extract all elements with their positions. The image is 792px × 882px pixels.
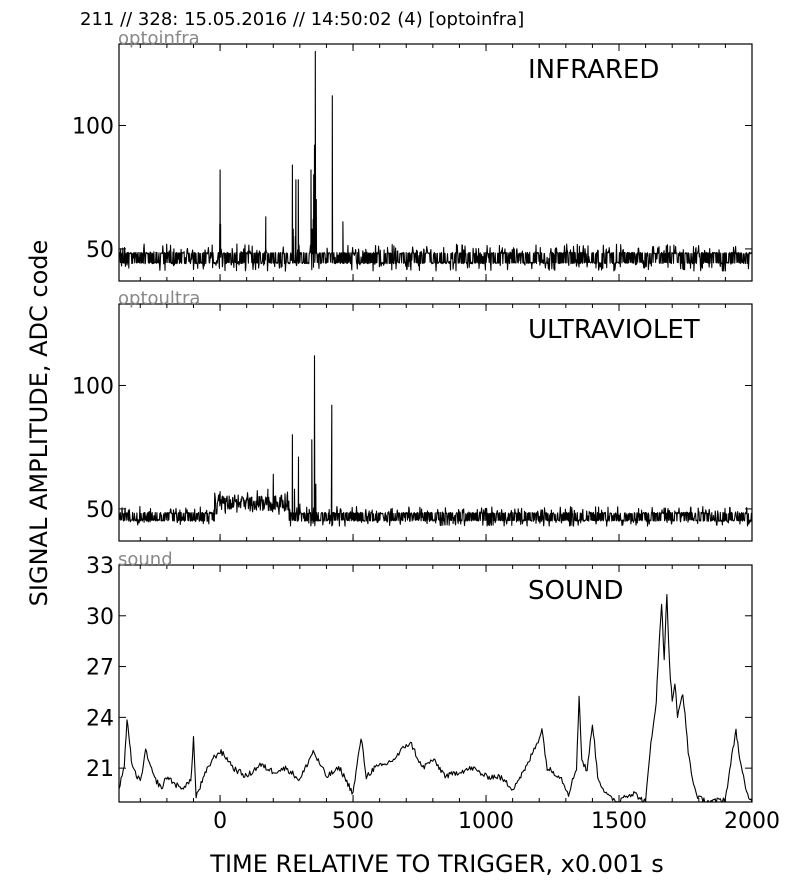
panel-sound: 0 500 1000 1500 2000 21 24 27 30 33 SOUND sound (86, 549, 780, 834)
plot-frame (118, 303, 753, 542)
series-line-sound (119, 593, 752, 802)
panel-title: INFRARED (528, 55, 659, 85)
x-tick-label: 0 (213, 809, 227, 834)
x-tick-label: 1000 (458, 809, 514, 834)
y-tick-label: 21 (86, 757, 114, 782)
channel-label: sound (118, 549, 173, 570)
y-tick-label: 50 (86, 498, 114, 523)
series-line-infrared (119, 50, 752, 272)
y-axis-label: SIGNAL AMPLITUDE, ADC code (25, 240, 53, 607)
figure-header: 211 // 328: 15.05.2016 // 14:50:02 (4) [… (80, 9, 524, 30)
y-tick-label: 27 (86, 656, 114, 681)
channel-label: optoinfra (118, 28, 200, 49)
panel-ultraviolet: 50 100 ULTRAVIOLET optoultra (72, 288, 753, 542)
panels: 50 100 INFRARED optoinfra 50 100 ULTRAVIOLET op… (72, 28, 780, 834)
channel-label: optoultra (118, 288, 200, 309)
x-tick-label: 1500 (591, 809, 647, 834)
y-tick-label: 50 (86, 238, 114, 263)
x-tick-label: 500 (332, 809, 374, 834)
plot-frame (118, 43, 753, 282)
series-line-ultraviolet (119, 355, 752, 527)
y-tick-label: 100 (72, 374, 114, 399)
x-axis-label: TIME RELATIVE TO TRIGGER, x0.001 s (209, 850, 663, 878)
y-tick-label: 33 (86, 554, 114, 579)
panel-title: SOUND (528, 576, 623, 606)
plot-frame (118, 564, 753, 803)
y-tick-label: 30 (86, 605, 114, 630)
panel-title: ULTRAVIOLET (528, 315, 700, 345)
x-tick-label: 2000 (724, 809, 780, 834)
panel-infrared: 50 100 INFRARED optoinfra (72, 28, 753, 282)
y-tick-label: 24 (86, 706, 114, 731)
y-tick-label: 100 (72, 114, 114, 139)
